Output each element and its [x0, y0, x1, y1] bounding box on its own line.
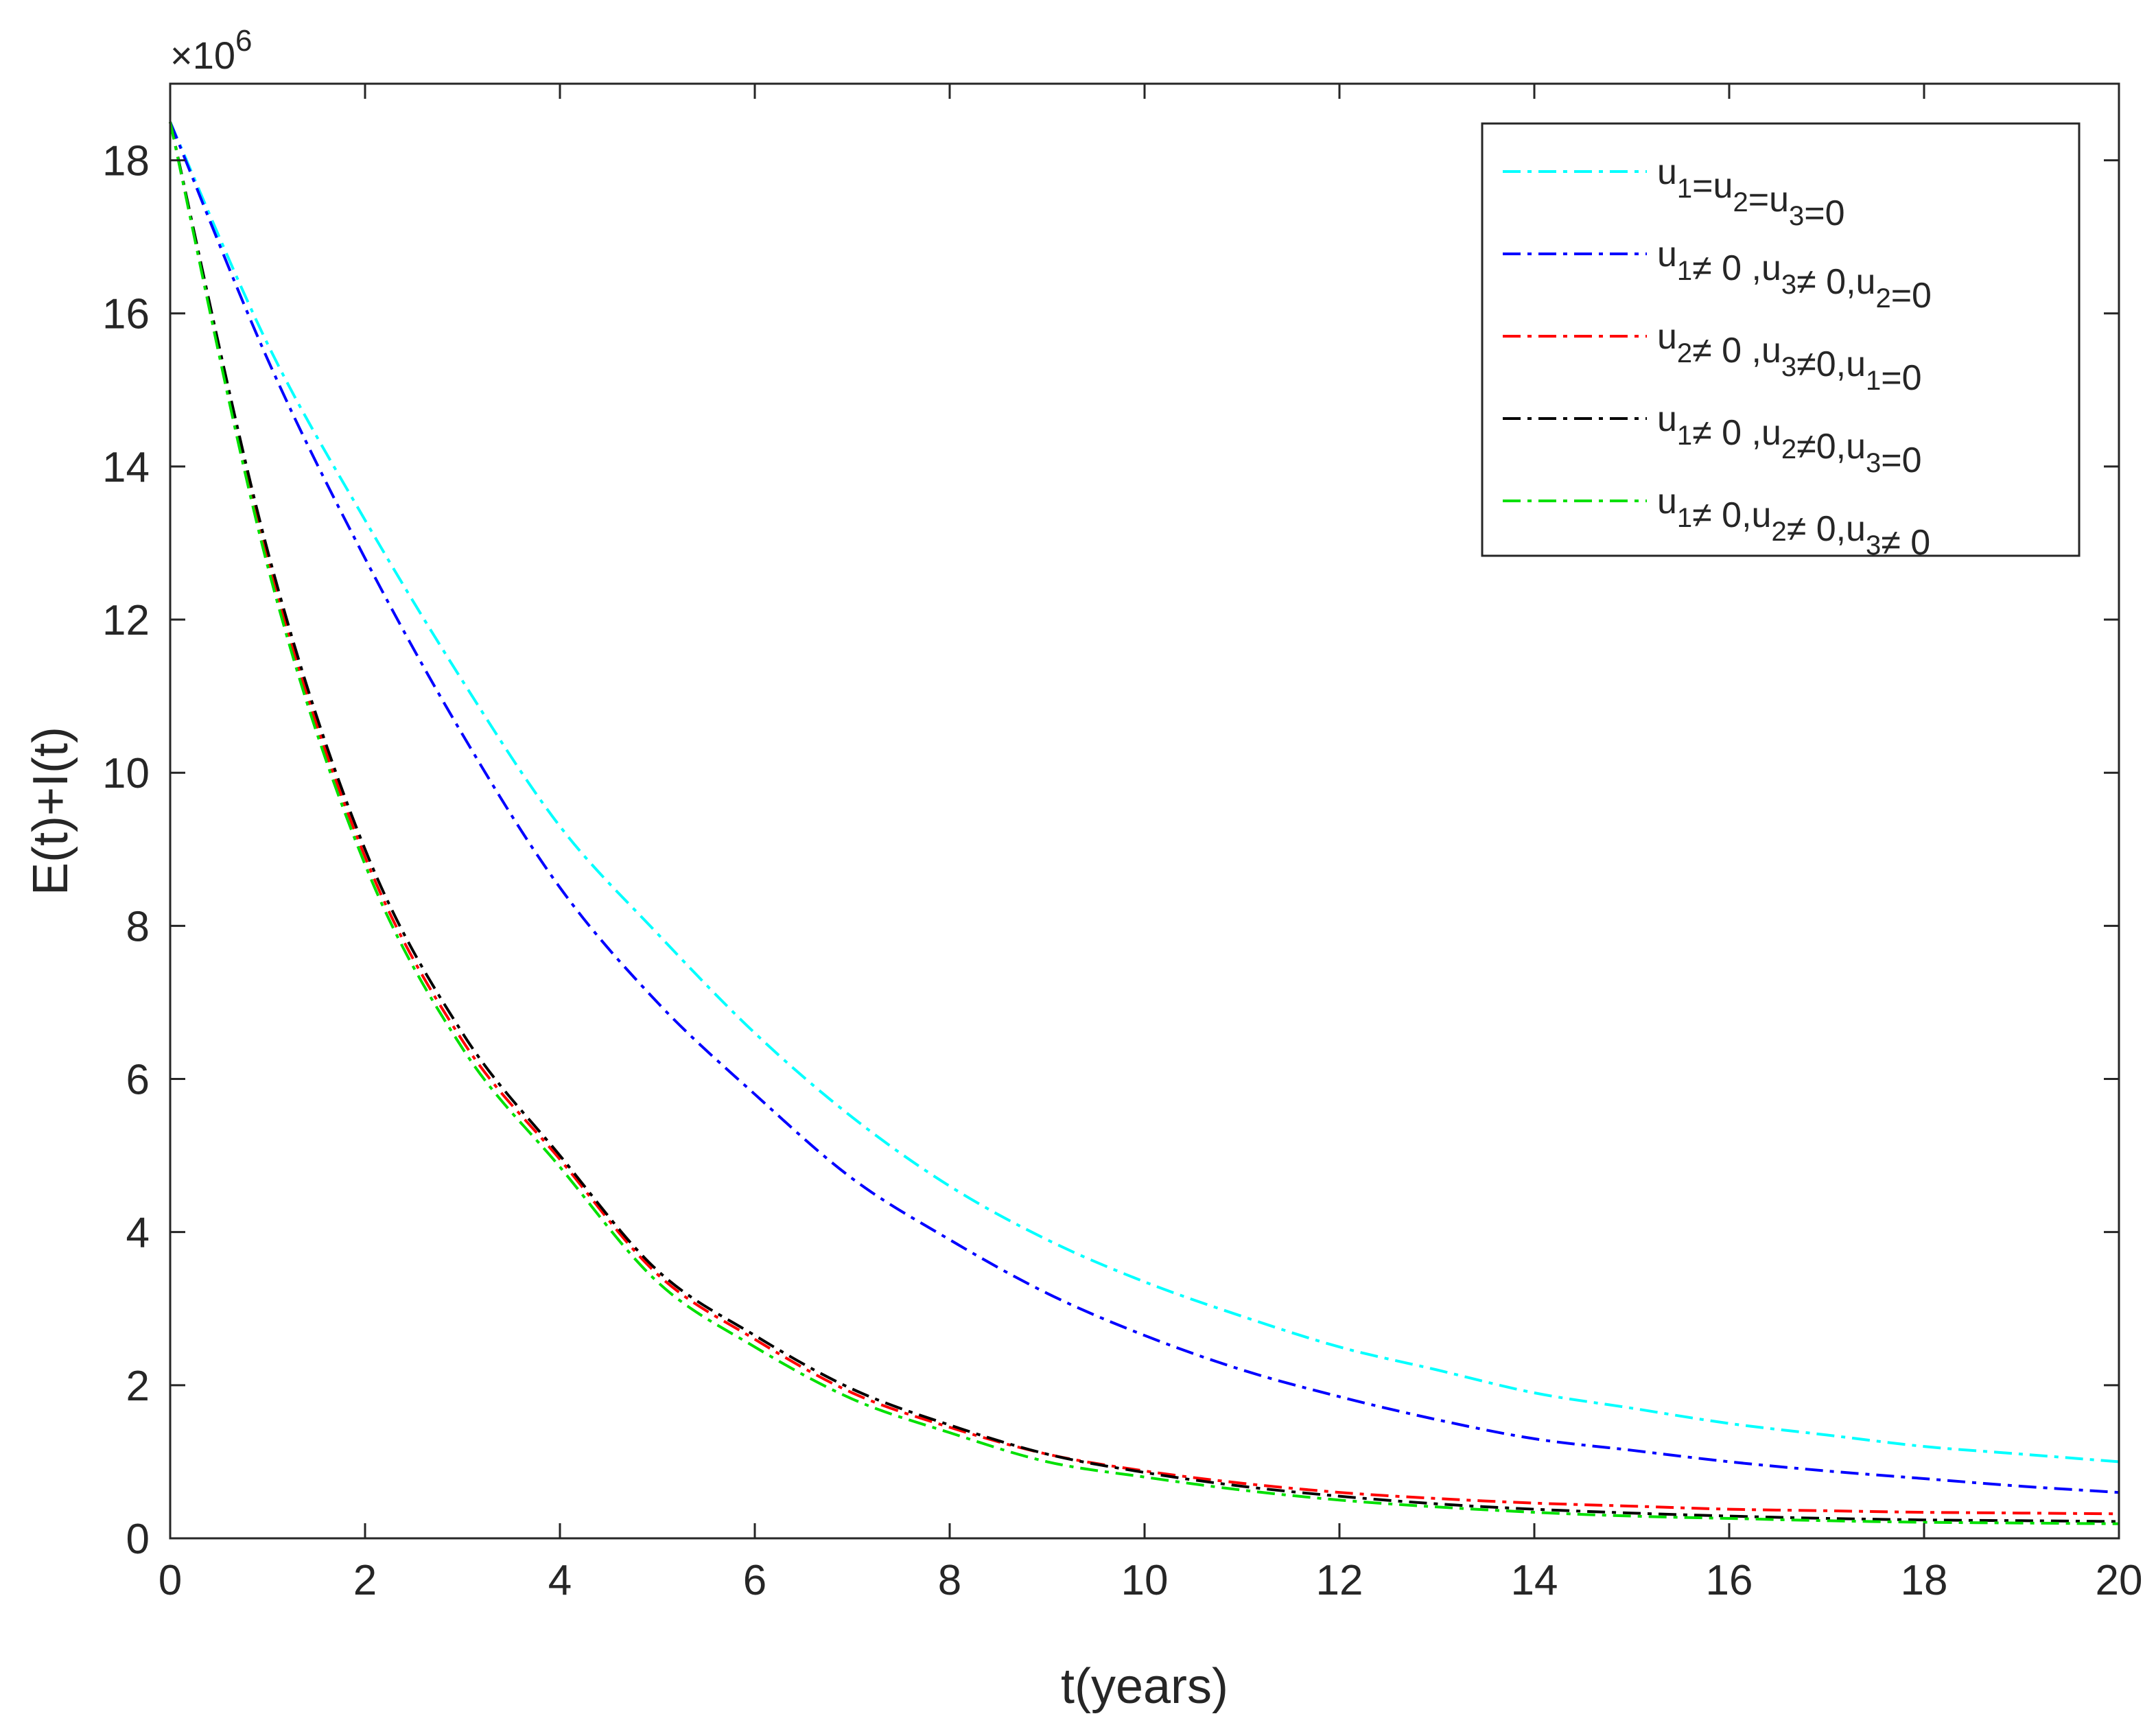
x-tick-label: 18	[1901, 1557, 1948, 1604]
legend-label-3: u2≠ 0 ,u3≠0,u1=0	[1657, 317, 1922, 398]
x-tick-label: 8	[938, 1557, 961, 1604]
tick-labels: 0 2 4 6 8 10 12 14 16 18 20 0 2 4 6 8 10 12 14 16 18	[102, 138, 2142, 1604]
x-tick-label: 10	[1121, 1557, 1169, 1604]
legend-label-4: u1≠ 0 ,u2≠0,u3=0	[1657, 399, 1922, 480]
y-tick-label: 14	[102, 444, 150, 491]
legend-label-5: u1≠ 0,u2≠ 0,u3≠ 0	[1657, 482, 1930, 563]
series-line-3	[169, 121, 2120, 1516]
y-tick-label: 6	[126, 1057, 150, 1104]
series-line-2	[169, 121, 2120, 1494]
legend-box	[1481, 122, 2081, 557]
x-tick-label: 14	[1511, 1557, 1558, 1604]
plot-lines	[169, 121, 2120, 1525]
y-tick-label: 10	[102, 750, 150, 797]
legend: u1=u2=u3=0u1≠ 0 ,u3≠ 0,u2=0u2≠ 0 ,u3≠0,u…	[1481, 122, 2081, 563]
x-tick-label: 12	[1316, 1557, 1363, 1604]
x-tick-label: 4	[548, 1557, 572, 1604]
series-line-5	[169, 121, 2120, 1525]
series-line-4	[169, 121, 2120, 1523]
x-axis-label: t(years)	[1061, 1659, 1228, 1714]
y-tick-label: 18	[102, 138, 150, 185]
x-tick-label: 16	[1706, 1557, 1753, 1604]
y-tick-label: 0	[126, 1516, 150, 1563]
y-tick-label: 4	[126, 1210, 150, 1257]
legend-label-1: u1=u2=u3=0	[1657, 152, 1845, 233]
x-tick-label: 6	[743, 1557, 766, 1604]
legend-label-2: u1≠ 0 ,u3≠ 0,u2=0	[1657, 235, 1932, 316]
y-tick-label: 2	[126, 1363, 150, 1410]
y-tick-label: 12	[102, 597, 150, 644]
y-tick-label: 8	[126, 903, 150, 950]
x-tick-label: 2	[353, 1557, 377, 1604]
x-tick-label: 20	[2096, 1557, 2143, 1604]
axis-ticks	[169, 84, 2120, 1540]
y-axis-exponent: ×106	[170, 24, 252, 77]
y-tick-label: 16	[102, 291, 150, 338]
x-tick-label: 0	[159, 1557, 182, 1604]
y-axis-label: E(t)+I(t)	[23, 727, 78, 895]
